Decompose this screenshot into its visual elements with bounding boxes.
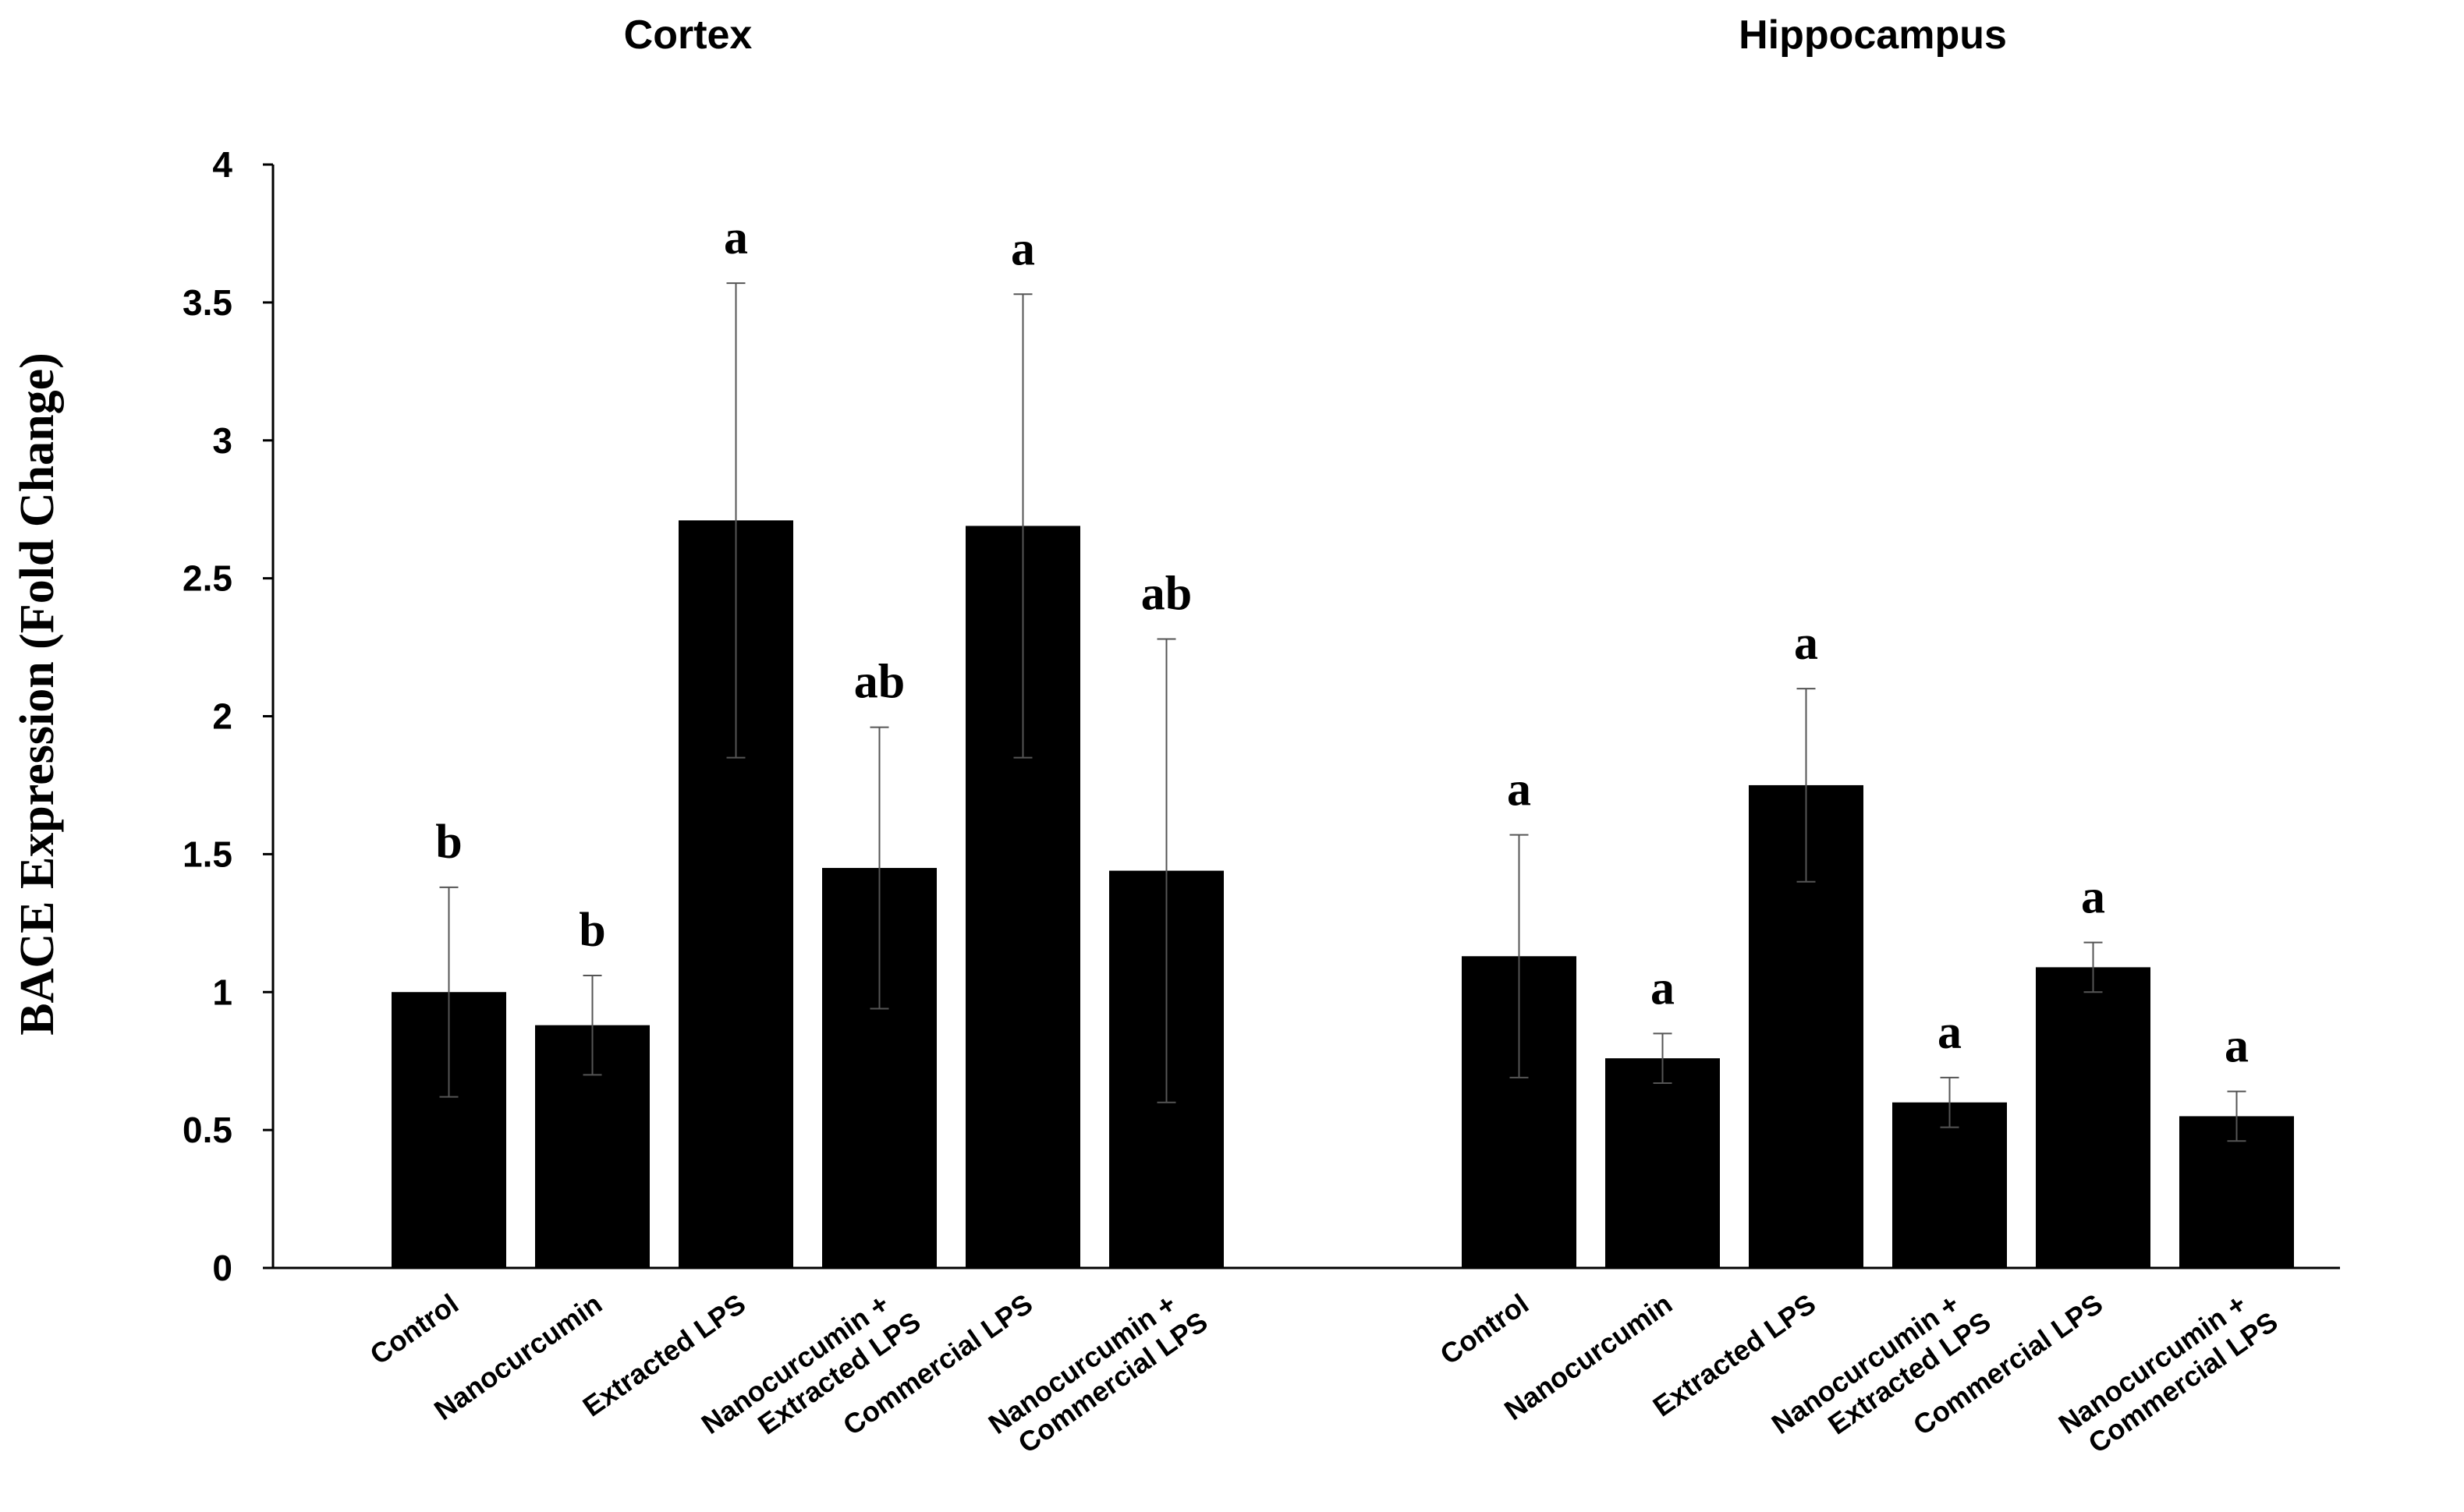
significance-letters: b b a ab a ab a a a a a a [435,211,2249,1072]
significance-letter: a [2225,1020,2249,1073]
significance-letter: a [1011,222,1035,275]
significance-letter: a [1507,763,1531,816]
bar [2036,967,2150,1268]
bars [392,520,2294,1268]
y-tick-label: 1.5 [183,834,232,874]
y-tick-label: 0.5 [183,1110,232,1150]
y-tick-label: 2 [212,696,232,737]
group-title: Hippocampus [1739,12,2007,58]
significance-letter: ab [1141,567,1192,620]
bar [1605,1058,1720,1268]
error-bars [439,282,2246,1142]
significance-letter: ab [854,656,905,709]
y-tick-label: 3 [212,420,232,461]
significance-letter: a [724,211,748,264]
y-tick-label: 4 [212,144,232,185]
y-tick-label: 1 [212,972,232,1012]
significance-letter: a [1938,1006,1962,1059]
significance-letter: a [1650,961,1675,1014]
group-titles: Cortex Hippocampus [624,12,2007,58]
y-tick-label: 3.5 [183,282,232,323]
significance-letter: a [2081,871,2105,924]
x-tick-label-line: Control [1434,1287,1534,1371]
x-tick-label: Control [364,1287,464,1371]
significance-letter: a [1794,617,1818,670]
x-tick-label-line: Control [364,1287,464,1371]
significance-letter: b [579,904,605,957]
y-tick-label: 2.5 [183,558,232,599]
bar [1892,1102,2007,1268]
y-tick-label: 0 [212,1248,232,1288]
y-axis-label: BACE Expression (Fold Change) [11,352,64,1036]
x-tick-label: Control [1434,1287,1534,1371]
significance-letter: b [435,816,462,869]
group-title: Cortex [624,12,753,58]
